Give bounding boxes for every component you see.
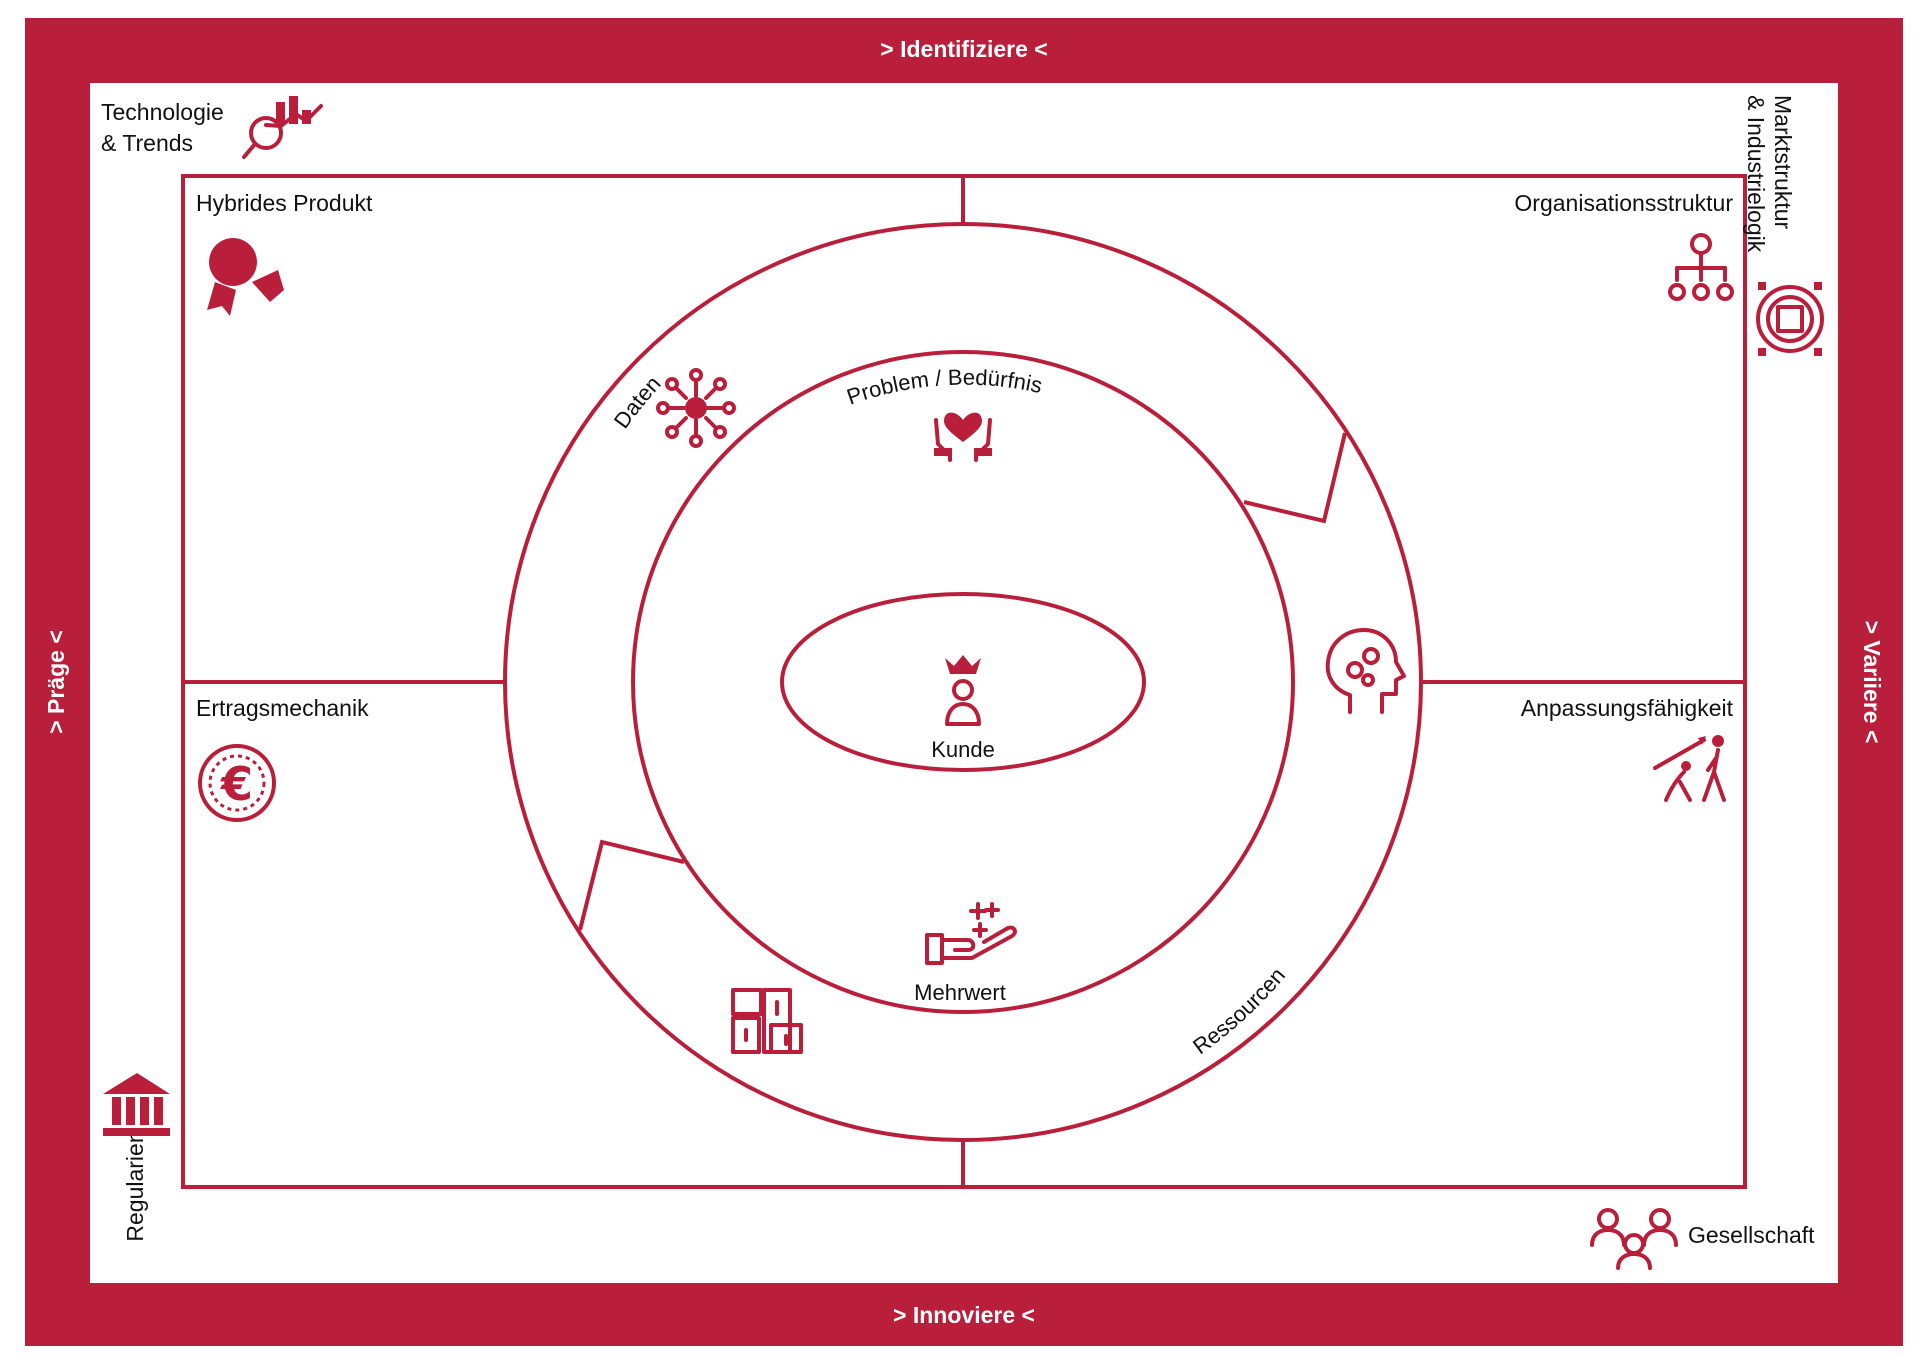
quadrant-hybrid-product: Hybrides Produkt — [196, 190, 373, 216]
evolution-icon — [1653, 735, 1726, 802]
boxes-icon — [731, 988, 803, 1054]
analytics-icon — [242, 96, 323, 159]
hands-heart-icon: ? — [934, 412, 992, 462]
cycle-arrow-upper — [1243, 432, 1347, 524]
brain-gears-icon — [1325, 628, 1406, 714]
frame-label-top: > Identifiziere < — [880, 36, 1047, 62]
svg-text:?: ? — [959, 423, 968, 442]
market-structure-icon — [1756, 282, 1824, 356]
product-icon — [207, 238, 284, 316]
quadrant-org-structure: Organisationsstruktur — [1514, 190, 1733, 216]
cycle-arrow-lower — [578, 839, 685, 931]
frame-label-left: > Präge < — [43, 630, 69, 734]
svg-text:€: € — [220, 757, 253, 811]
regulation-label: Regularien — [122, 1130, 148, 1241]
quadrant-adaptability: Anpassungsfähigkeit — [1521, 695, 1734, 721]
frame-label-right: > Variiere < — [1859, 621, 1885, 744]
bank-building-icon — [103, 1073, 170, 1136]
frame-label-bottom: > Innoviere < — [893, 1302, 1035, 1328]
quadrant-revenue: Ertragsmechanik — [196, 695, 369, 721]
market-label: Marktstruktur & Industrielogik — [1743, 95, 1796, 253]
euro-coin-icon: € — [198, 744, 276, 822]
crowned-person-icon — [945, 655, 981, 726]
giving-hand-icon — [925, 902, 1017, 965]
center-label-kunde: Kunde — [931, 737, 995, 762]
network-data-icon — [656, 368, 736, 448]
ring-label-mehrwert: Mehrwert — [914, 980, 1006, 1005]
society-label: Gesellschaft — [1688, 1222, 1815, 1248]
technology-label: Technologie & Trends — [101, 99, 230, 156]
people-group-icon — [1590, 1208, 1678, 1270]
org-chart-icon — [1668, 233, 1734, 301]
